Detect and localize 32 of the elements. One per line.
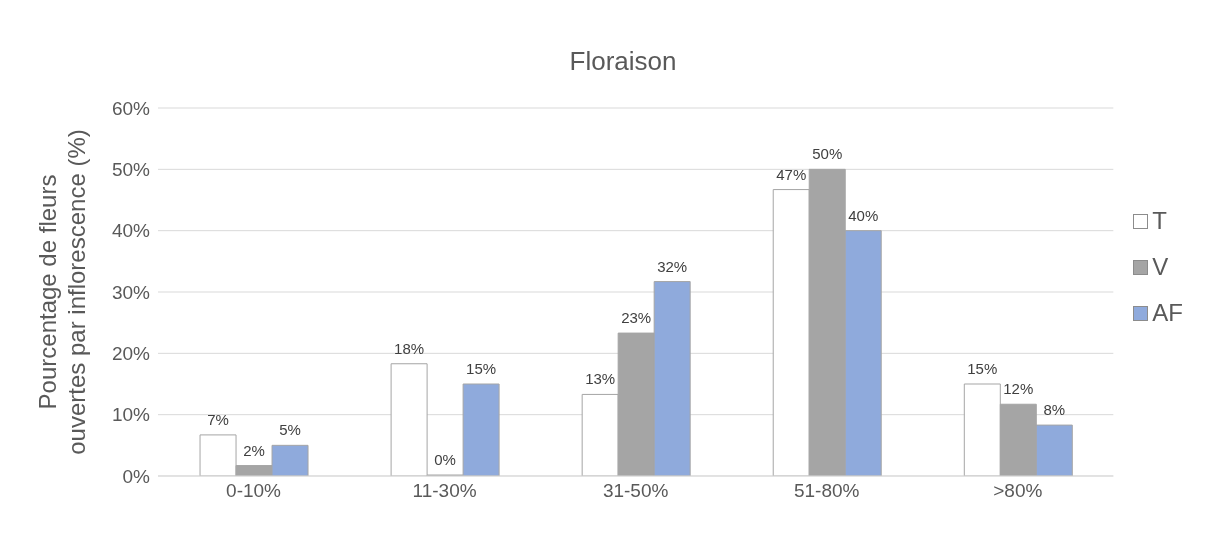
y-tick-label: 20%	[111, 343, 151, 365]
x-tick-label: >80%	[993, 480, 1043, 502]
data-label: 7%	[207, 410, 229, 428]
legend-label: V	[1152, 253, 1169, 281]
data-label: 47%	[776, 165, 807, 183]
y-tick-label: 60%	[111, 97, 151, 119]
y-tick-label: 50%	[111, 159, 151, 181]
legend-label: AF	[1152, 299, 1183, 327]
y-tick-label: 10%	[111, 404, 151, 426]
data-label: 32%	[657, 257, 688, 275]
data-label: 2%	[243, 441, 265, 459]
text: T	[1152, 207, 1167, 235]
data-label: 13%	[585, 370, 616, 388]
x-tick-label: 0-10%	[226, 480, 282, 502]
x-tick-label: 31-50%	[602, 480, 669, 502]
x-tick-label: 51-80%	[793, 480, 860, 502]
data-label: 15%	[967, 360, 998, 377]
data-label: 12%	[1003, 380, 1034, 398]
data-label: 0%	[434, 451, 456, 468]
y-tick-label: 30%	[111, 281, 151, 303]
data-label: 15%	[466, 360, 497, 377]
data-label: 40%	[848, 206, 879, 224]
y-axis-title: Pourcentage de fleurs ouvertes par inflorescence (%)	[34, 129, 90, 455]
x-tick-label: 11-30%	[412, 480, 477, 502]
data-label: 50%	[812, 145, 843, 163]
data-label: 23%	[621, 309, 652, 327]
y-tick-label: 0%	[122, 465, 151, 487]
y-tick-label: 40%	[111, 220, 151, 242]
data-label: 18%	[394, 339, 425, 357]
data-label: 8%	[1043, 401, 1066, 419]
data-label: 5%	[279, 421, 301, 439]
chart-title: Floraison	[568, 46, 678, 77]
